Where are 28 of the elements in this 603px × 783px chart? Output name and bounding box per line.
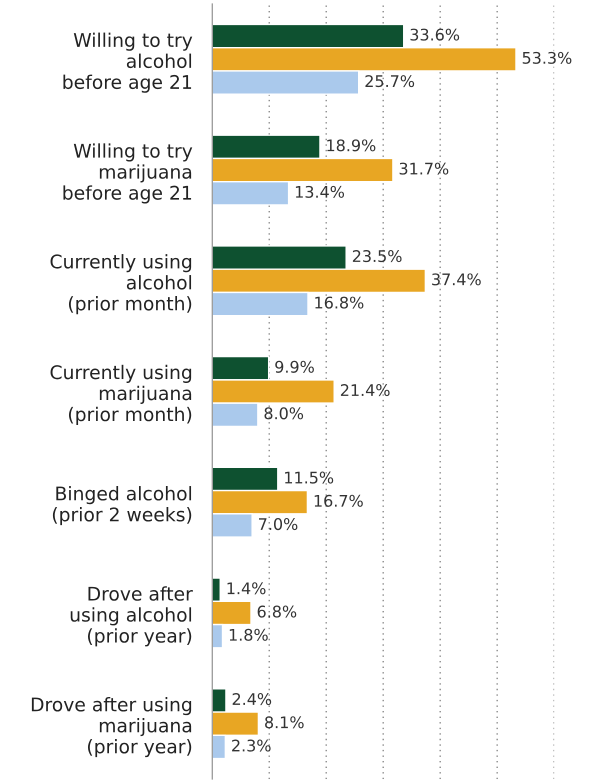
y-tick-label: Drove after using alcohol (prior year) [70,586,193,646]
data-label: 7.0% [259,518,298,530]
data-label: 37.4% [432,273,481,286]
data-label: 23.5% [352,250,402,262]
y-tick-label: Willing to try marijuana before age 21 [63,143,192,204]
data-label: 13.4% [296,186,344,198]
data-label: 2.4% [232,693,272,706]
data-label: 16.7% [314,494,363,507]
data-label: 53.3% [522,52,572,64]
data-label: 6.8% [258,606,296,618]
data-label: 31.7% [400,162,448,175]
data-label: 1.8% [230,628,268,641]
y-tick-label: Currently using alcohol (prior month) [50,254,192,314]
data-label: 1.4% [228,582,266,594]
data-label: 21.4% [340,384,390,396]
data-label: 16.8% [315,296,364,309]
data-label: 25.7% [365,75,414,88]
data-label: 9.9% [275,360,314,373]
y-tick-label: Willing to try alcohol before age 21 [63,32,192,93]
data-label: 18.9% [327,139,376,152]
data-label: 33.6% [410,28,460,41]
data-label: 8.1% [265,716,304,728]
y-tick-label: Binged alcohol (prior 2 weeks) [52,486,192,526]
data-label: 8.0% [264,407,304,420]
data-label: 11.5% [285,472,334,484]
y-tick-label: Drove after using marijuana (prior year) [32,697,192,758]
data-label: 2.3% [232,740,271,752]
y-tick-label: Currently using marijuana (prior month) [50,364,192,425]
